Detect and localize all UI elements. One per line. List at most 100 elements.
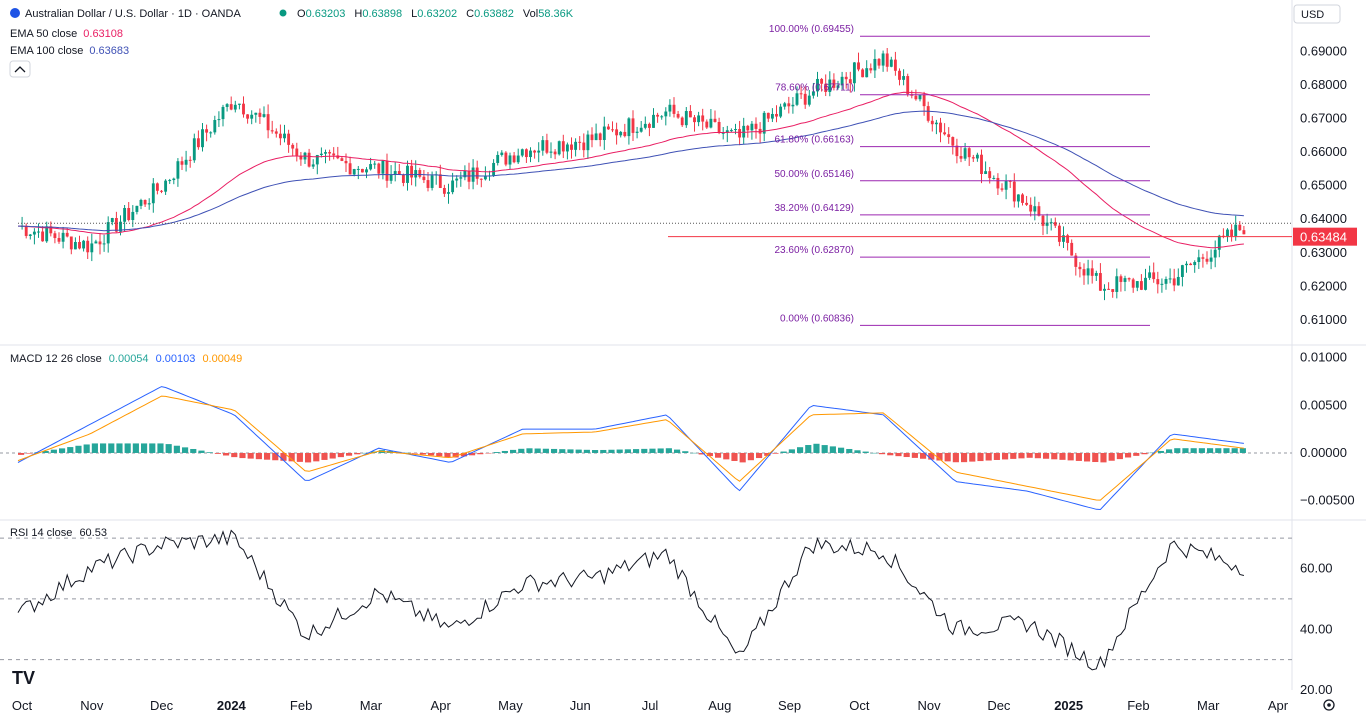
candle-body[interactable]: [877, 58, 881, 66]
candle-body[interactable]: [857, 62, 860, 70]
candle-body[interactable]: [676, 113, 680, 118]
candle-body[interactable]: [1201, 257, 1205, 259]
candle-body[interactable]: [471, 167, 475, 182]
candle-body[interactable]: [660, 116, 664, 118]
collapse-legend-button[interactable]: [9, 60, 31, 78]
candle-body[interactable]: [422, 176, 426, 181]
candle-body[interactable]: [410, 165, 414, 178]
candle-body[interactable]: [369, 164, 373, 170]
candle-body[interactable]: [393, 171, 397, 175]
candle-body[interactable]: [233, 104, 237, 110]
candle-body[interactable]: [352, 169, 356, 175]
candle-body[interactable]: [959, 156, 963, 159]
candle-body[interactable]: [192, 138, 196, 161]
candle-body[interactable]: [1115, 276, 1119, 292]
candle-body[interactable]: [1021, 194, 1024, 203]
candle-body[interactable]: [807, 95, 811, 105]
candle-body[interactable]: [668, 104, 672, 112]
candle-body[interactable]: [500, 152, 504, 155]
candle-body[interactable]: [914, 95, 918, 100]
candle-body[interactable]: [1213, 249, 1217, 258]
candle-body[interactable]: [106, 222, 110, 244]
candle-body[interactable]: [1156, 279, 1160, 285]
candle-body[interactable]: [664, 111, 668, 117]
candle-body[interactable]: [188, 159, 192, 161]
candle-body[interactable]: [787, 103, 791, 107]
candle-body[interactable]: [754, 123, 758, 129]
candle-body[interactable]: [414, 170, 418, 178]
candle-body[interactable]: [336, 155, 340, 159]
macd-line[interactable]: [17, 386, 1244, 511]
candle-body[interactable]: [615, 129, 619, 136]
candle-body[interactable]: [65, 232, 69, 237]
candle-body[interactable]: [1029, 204, 1033, 212]
candle-body[interactable]: [94, 241, 98, 244]
candle-body[interactable]: [565, 144, 569, 152]
candle-body[interactable]: [37, 231, 40, 233]
candle-body[interactable]: [549, 151, 553, 153]
candle-body[interactable]: [143, 199, 147, 205]
candle-body[interactable]: [975, 154, 979, 159]
candle-body[interactable]: [647, 123, 651, 128]
candle-body[interactable]: [492, 162, 496, 176]
candle-body[interactable]: [590, 134, 594, 141]
candle-body[interactable]: [1090, 268, 1094, 276]
candle-body[interactable]: [996, 177, 1000, 189]
candle-body[interactable]: [373, 163, 377, 165]
candle-body[interactable]: [1148, 272, 1152, 278]
candle-body[interactable]: [1185, 263, 1188, 266]
candle-body[interactable]: [1070, 242, 1074, 256]
candle-body[interactable]: [28, 234, 32, 236]
candle-body[interactable]: [893, 59, 897, 71]
candle-body[interactable]: [652, 114, 655, 128]
candle-body[interactable]: [496, 154, 500, 163]
candle-body[interactable]: [114, 218, 118, 232]
candle-body[interactable]: [295, 148, 299, 156]
candle-body[interactable]: [844, 76, 848, 80]
candle-body[interactable]: [1164, 279, 1168, 284]
candle-body[interactable]: [770, 113, 774, 119]
candle-body[interactable]: [1172, 278, 1176, 286]
candle-body[interactable]: [602, 126, 606, 141]
candle-body[interactable]: [725, 130, 729, 133]
candle-body[interactable]: [1144, 277, 1147, 290]
candle-body[interactable]: [1025, 202, 1029, 205]
candle-body[interactable]: [451, 180, 455, 193]
candle-body[interactable]: [250, 114, 254, 119]
candle-body[interactable]: [479, 178, 483, 180]
candle-body[interactable]: [1193, 262, 1197, 266]
candle-body[interactable]: [988, 171, 992, 179]
candle-body[interactable]: [151, 183, 155, 204]
candle-body[interactable]: [709, 118, 713, 128]
candle-body[interactable]: [139, 199, 143, 206]
candle-body[interactable]: [1082, 269, 1086, 276]
candle-body[interactable]: [24, 225, 28, 236]
candle-body[interactable]: [738, 129, 742, 138]
candle-body[interactable]: [766, 112, 770, 119]
candle-body[interactable]: [688, 111, 692, 118]
candle-body[interactable]: [697, 115, 701, 123]
candle-body[interactable]: [1078, 266, 1082, 270]
candle-body[interactable]: [930, 120, 934, 125]
candle-body[interactable]: [746, 125, 750, 131]
candle-body[interactable]: [1197, 257, 1201, 263]
candle-body[interactable]: [1135, 281, 1139, 288]
settings-gear-icon[interactable]: [1323, 699, 1335, 711]
candle-body[interactable]: [922, 94, 926, 107]
candle-body[interactable]: [229, 104, 233, 110]
candle-body[interactable]: [656, 114, 660, 117]
candle-body[interactable]: [578, 141, 582, 143]
candle-body[interactable]: [270, 130, 274, 132]
candle-body[interactable]: [1053, 222, 1057, 226]
candle-body[interactable]: [570, 144, 573, 150]
candle-body[interactable]: [459, 177, 463, 179]
price-badge[interactable]: [1293, 227, 1357, 246]
candle-body[interactable]: [1049, 222, 1053, 224]
candle-body[interactable]: [775, 113, 778, 117]
candle-body[interactable]: [82, 240, 86, 249]
candle-body[interactable]: [869, 68, 873, 71]
candle-body[interactable]: [783, 103, 787, 107]
candle-body[interactable]: [274, 131, 278, 134]
candle-body[interactable]: [1230, 229, 1234, 237]
candle-body[interactable]: [586, 134, 590, 151]
